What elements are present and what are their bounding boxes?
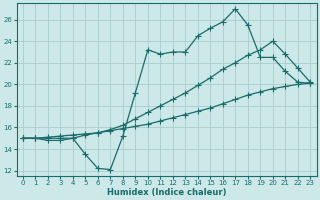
X-axis label: Humidex (Indice chaleur): Humidex (Indice chaleur) (107, 188, 226, 197)
